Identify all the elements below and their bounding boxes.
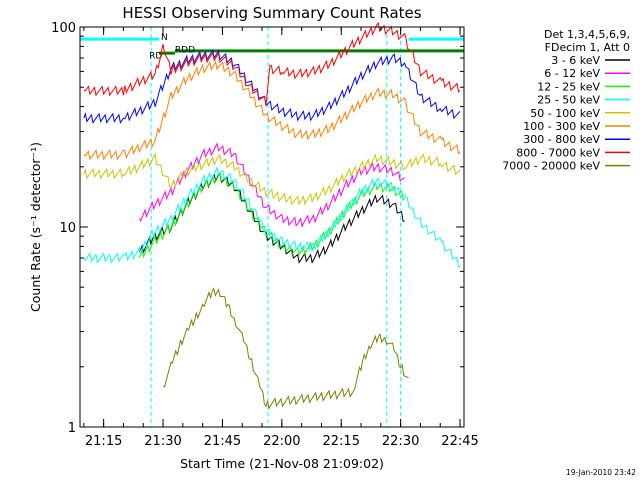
x-axis: 21:15 21:30 21:45 22:00 22:15 22:30 22:45 [83, 27, 479, 449]
series-line-800-7000-kev [83, 21, 461, 106]
x-tick-label: 21:45 [204, 434, 241, 449]
y-tick-label: 1 [68, 421, 76, 436]
legend-label-50-100-kev: 50 - 100 keV [530, 107, 600, 120]
legend-label-800-7000-kev: 800 - 7000 keV [516, 146, 600, 159]
y-tick-label: 100 [51, 21, 76, 36]
y-axis: 1 10 100 [51, 21, 464, 436]
series-line-12-25-kev [138, 171, 405, 259]
x-tick-label: 22:30 [382, 434, 419, 449]
legend-header: Det 1,3,4,5,6,9, [544, 28, 630, 41]
series-line-300-800-kev [83, 49, 461, 124]
plot-frame [79, 26, 465, 428]
x-tick-label: 22:15 [323, 434, 360, 449]
legend-label-6-12-kev: 6 - 12 keV [544, 67, 600, 80]
series-line-6-12-kev [138, 142, 405, 228]
series-line-50-100-kev [83, 152, 461, 206]
plot-area: N RD RDD [80, 21, 465, 427]
series-line-7000-20000-kev [162, 287, 409, 410]
flag-label-n: N [161, 33, 168, 43]
x-tick-label: 21:30 [144, 434, 181, 449]
legend: Det 1,3,4,5,6,9,FDecim 1, Att 03 - 6 keV… [502, 28, 630, 173]
legend-label-100-300-kev: 100 - 300 keV [523, 120, 600, 133]
chart-title: HESSI Observing Summary Count Rates [122, 4, 421, 22]
y-tick-label: 10 [59, 221, 76, 236]
flag-label-rd: RD [149, 51, 162, 61]
x-tick-label: 22:00 [263, 434, 300, 449]
timestamp: 19-Jan-2010 23:42 [566, 468, 636, 477]
legend-label-12-25-kev: 12 - 25 keV [537, 80, 600, 93]
x-axis-label: Start Time (21-Nov-08 21:09:02) [180, 456, 384, 471]
legend-label-25-50-kev: 25 - 50 keV [537, 94, 600, 107]
y-axis-label: Count Rate (s⁻¹ detector⁻¹) [28, 142, 43, 312]
x-tick-label: 21:15 [85, 434, 122, 449]
series-line-100-300-kev [83, 60, 461, 161]
legend-label-300-800-kev: 300 - 800 keV [523, 133, 600, 146]
series-line-25-50-kev [83, 166, 461, 268]
legend-header: FDecim 1, Att 0 [545, 41, 630, 54]
legend-label-7000-20000-kev: 7000 - 20000 keV [502, 160, 600, 173]
x-tick-label: 22:45 [441, 434, 478, 449]
legend-label-3-6-kev: 3 - 6 keV [551, 54, 600, 67]
flag-label-rdd: RDD [175, 46, 195, 56]
